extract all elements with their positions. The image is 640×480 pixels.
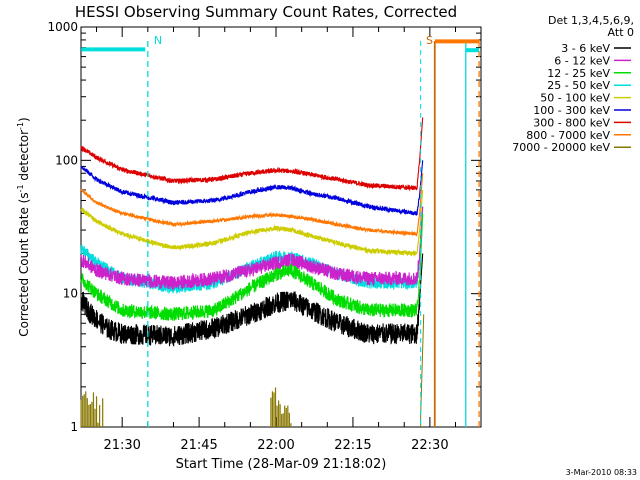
y-tick-label: 1 [70,420,78,434]
y-tick-label: 100 [55,153,78,167]
legend-label: 100 - 300 keV [533,104,610,117]
x-tick-label: 21:45 [180,438,217,453]
legend-label: 6 - 12 keV [554,54,610,67]
footer-timestamp: 3-Mar-2010 08:33 [566,468,637,477]
x-tick-label: 22:00 [257,438,294,453]
legend-label: 800 - 7000 keV [526,129,610,142]
legend-title-line-2: Att 0 [608,26,634,39]
x-tick-label: 21:30 [103,438,140,453]
chart-title: HESSI Observing Summary Count Rates, Cor… [75,3,457,21]
legend-label: 3 - 6 keV [561,42,610,55]
x-tick-label: 22:15 [334,438,371,453]
series-line-4 [80,189,424,257]
annotation-label: N [154,34,162,47]
y-tick-label: 10 [63,287,78,301]
legend-label: 50 - 100 keV [540,92,610,105]
plot-frame [80,26,482,428]
series-line-1 [80,206,424,291]
series-line-2 [80,213,424,321]
y-axis-label: Corrected Count Rate (s-1 detector-1) [16,117,31,336]
x-tick-label: 22:30 [411,438,448,453]
legend-label: 25 - 50 keV [547,79,610,92]
series-line-6 [80,117,424,192]
series-line-0 [80,253,424,347]
legend-title-line-1: Det 1,3,4,5,6,9, [548,14,634,27]
series-line-8 [420,314,425,428]
series-line-5 [80,160,424,216]
legend-label: 300 - 800 keV [533,116,610,129]
series-line-7 [80,173,424,237]
legend-label: 7000 - 20000 keV [512,141,610,154]
x-axis-label: Start Time (28-Mar-09 21:18:02) [176,457,387,472]
y-tick-label: 1000 [47,20,78,34]
annotation-label: S [426,34,433,47]
legend-label: 12 - 25 keV [547,67,610,80]
plot-area [80,26,482,428]
